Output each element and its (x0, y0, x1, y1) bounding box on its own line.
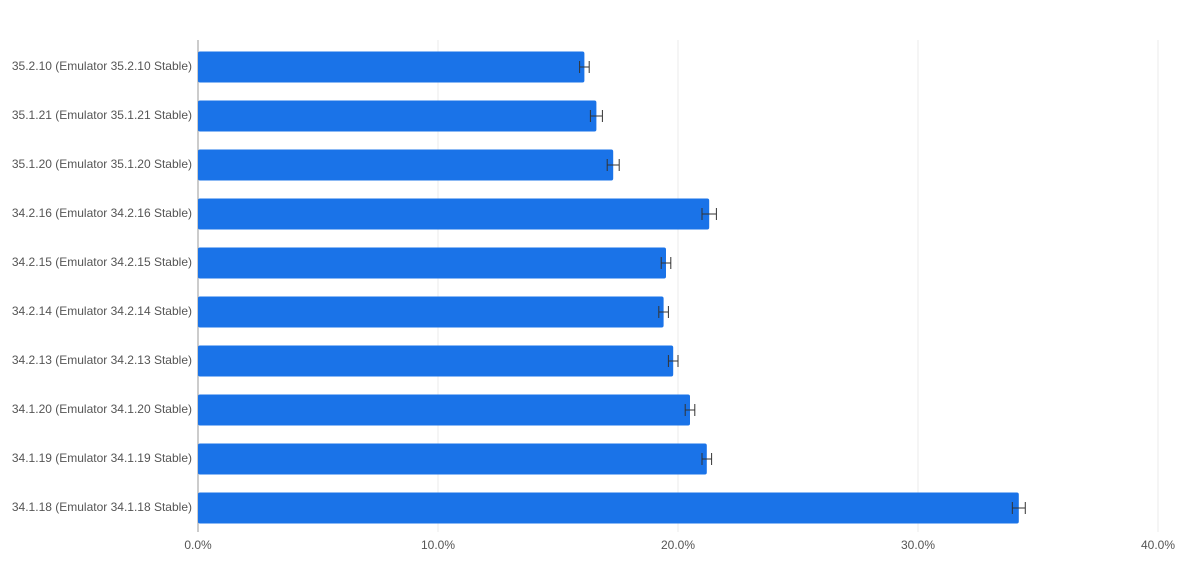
bar (198, 247, 666, 279)
y-tick-label: 34.1.19 (Emulator 34.1.19 Stable) (12, 451, 192, 465)
bar (198, 345, 674, 377)
bar (198, 296, 664, 328)
y-tick-label: 35.1.21 (Emulator 35.1.21 Stable) (12, 108, 192, 122)
y-tick-label: 34.2.16 (Emulator 34.2.16 Stable) (12, 206, 192, 220)
y-tick-label: 34.1.20 (Emulator 34.1.20 Stable) (12, 402, 192, 416)
bar (198, 394, 690, 426)
y-tick-label: 34.2.14 (Emulator 34.2.14 Stable) (12, 304, 192, 318)
x-tick-label: 10.0% (421, 538, 455, 552)
bar (198, 51, 585, 83)
bar (198, 443, 707, 475)
x-tick-label: 30.0% (901, 538, 935, 552)
y-tick-label: 35.2.10 (Emulator 35.2.10 Stable) (12, 59, 192, 73)
bar (198, 198, 710, 230)
y-tick-label: 34.2.15 (Emulator 34.2.15 Stable) (12, 255, 192, 269)
bar (198, 149, 614, 181)
y-tick-label: 35.1.20 (Emulator 35.1.20 Stable) (12, 157, 192, 171)
x-tick-label: 0.0% (184, 538, 212, 552)
x-tick-label: 20.0% (661, 538, 695, 552)
y-tick-label: 34.2.13 (Emulator 34.2.13 Stable) (12, 353, 192, 367)
bar (198, 492, 1019, 524)
y-tick-label: 34.1.18 (Emulator 34.1.18 Stable) (12, 500, 192, 514)
x-tick-label: 40.0% (1141, 538, 1175, 552)
bar (198, 100, 597, 132)
